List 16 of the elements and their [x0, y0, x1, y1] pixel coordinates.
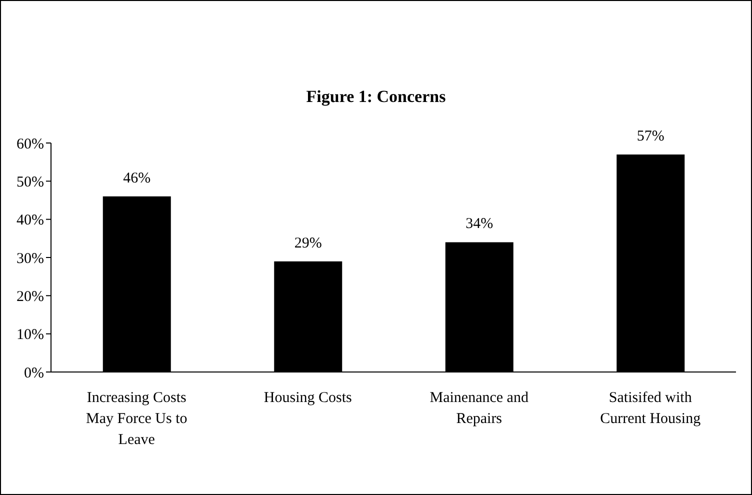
data-label: 34%	[466, 216, 494, 232]
chart-title: Figure 1: Concerns	[305, 87, 447, 107]
y-tick-label: 60%	[16, 136, 44, 152]
data-label: 29%	[294, 235, 322, 252]
x-tick-label: Increasing Costs May Force Us to Leave	[86, 390, 188, 448]
data-label: 57%	[636, 128, 664, 144]
y-tick-label: 20%	[16, 288, 44, 305]
x-tick-label: Mainenance and Repairs	[430, 390, 529, 427]
y-tick-label: 10%	[16, 327, 44, 344]
x-tick-label: Satisifed with Current Housing	[600, 390, 702, 427]
x-tick-label: Housing Costs	[264, 390, 352, 406]
y-tick-label: 40%	[16, 212, 44, 229]
y-tick-label: 50%	[16, 174, 44, 190]
data-label: 46%	[123, 170, 151, 186]
y-tick-label: 30%	[16, 250, 44, 267]
y-tick-label: 0%	[24, 365, 44, 382]
